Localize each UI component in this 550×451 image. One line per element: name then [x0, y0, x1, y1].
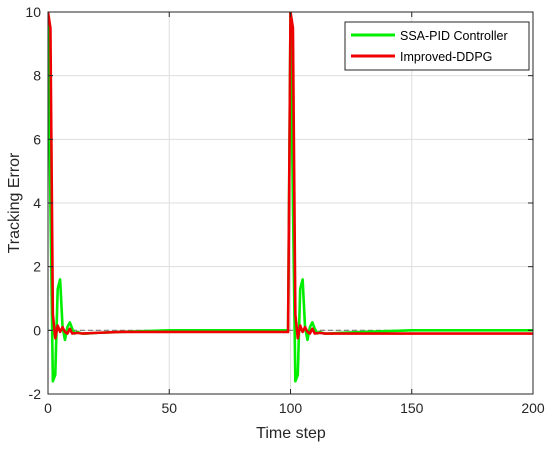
- x-tick-label: 50: [161, 400, 177, 416]
- y-tick-label: 2: [33, 259, 41, 275]
- y-tick-label: 8: [33, 68, 41, 84]
- legend-label-ssa-pid: SSA-PID Controller: [400, 29, 508, 43]
- x-tick-label: 100: [279, 400, 303, 416]
- y-tick-label: 6: [33, 131, 41, 147]
- legend: SSA-PID Controller Improved-DDPG: [345, 22, 529, 70]
- y-tick-label: -2: [29, 386, 42, 402]
- x-tick-label: 150: [400, 400, 424, 416]
- x-tick-label: 200: [521, 400, 545, 416]
- legend-label-improved-ddpg: Improved-DDPG: [400, 50, 492, 64]
- y-tick-label: 0: [33, 322, 41, 338]
- y-axis-label: Tracking Error: [6, 152, 23, 253]
- x-tick-label: 0: [44, 400, 52, 416]
- y-tick-label: 10: [25, 4, 41, 20]
- y-tick-label: 4: [33, 195, 41, 211]
- x-axis-label: Time step: [256, 425, 326, 442]
